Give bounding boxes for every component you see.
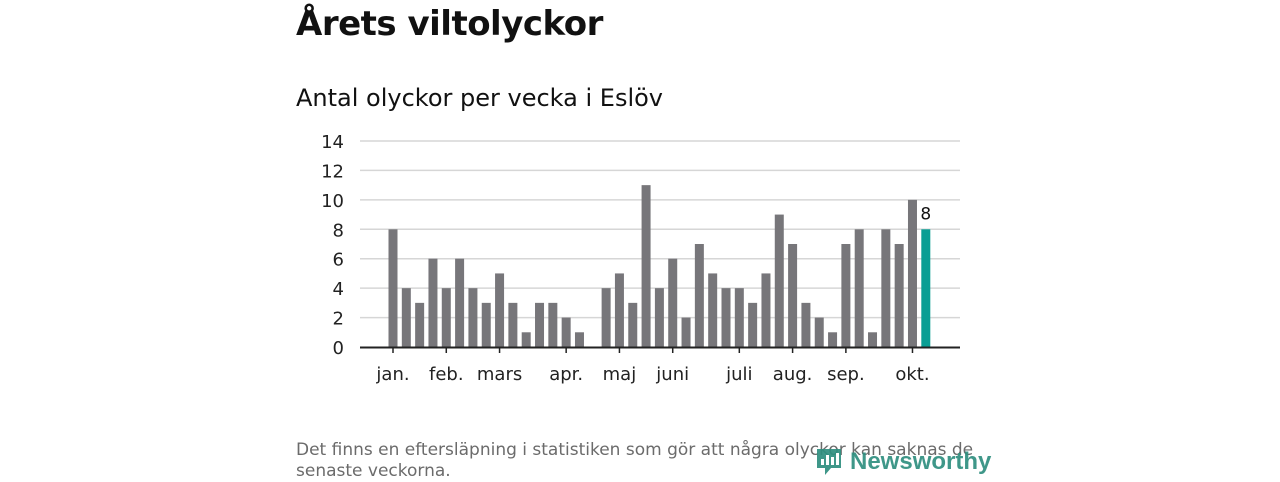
bar xyxy=(574,332,584,347)
bar xyxy=(907,199,917,347)
newsworthy-logo-text: Newsworthy xyxy=(850,448,992,475)
bar xyxy=(601,288,611,347)
y-tick-label: 12 xyxy=(321,161,344,182)
bar xyxy=(814,317,824,347)
chart-subtitle: Antal olyckor per vecka i Eslöv xyxy=(296,84,664,112)
y-tick-label: 2 xyxy=(333,309,344,330)
bar xyxy=(628,302,638,347)
x-tick-label: okt. xyxy=(895,364,929,385)
bar xyxy=(708,273,718,347)
bar xyxy=(548,302,558,347)
footnote: Det finns en eftersläpning i statistiken… xyxy=(296,440,974,481)
y-tick-label: 6 xyxy=(333,250,344,271)
x-tick-label: maj xyxy=(603,364,637,385)
bar xyxy=(401,288,411,347)
y-axis-ticks: 0 2 4 6 8 10 12 14 xyxy=(321,132,344,359)
bar xyxy=(561,317,571,347)
bar xyxy=(641,185,651,347)
bar xyxy=(521,332,531,347)
x-tick-label: apr. xyxy=(549,364,583,385)
y-tick-label: 10 xyxy=(321,191,344,212)
x-tick-label: aug. xyxy=(773,364,813,385)
chart-title: Årets viltolyckor xyxy=(296,4,603,44)
bar xyxy=(774,214,784,347)
bar xyxy=(535,302,545,347)
x-tick-label: juli xyxy=(725,364,752,385)
bar xyxy=(881,229,891,347)
bar xyxy=(748,302,758,347)
x-tick-label: sep. xyxy=(827,364,865,385)
bar xyxy=(868,332,878,347)
bar xyxy=(801,302,811,347)
bar xyxy=(388,229,398,347)
y-tick-label: 8 xyxy=(333,220,344,241)
y-tick-label: 0 xyxy=(333,338,344,359)
data-labels: 8 xyxy=(920,204,931,224)
newsworthy-logo-icon xyxy=(817,449,841,475)
y-tick-label: 4 xyxy=(333,279,344,300)
bar xyxy=(734,288,744,347)
bar xyxy=(508,302,518,347)
x-tick-label: feb. xyxy=(429,364,464,385)
x-tick-label: jan. xyxy=(375,364,409,385)
bar xyxy=(654,288,664,347)
bar xyxy=(721,288,731,347)
bar xyxy=(428,258,438,347)
bar xyxy=(788,244,798,347)
bar xyxy=(681,317,691,347)
bar xyxy=(694,244,704,347)
bar xyxy=(481,302,491,347)
bar-latest-week xyxy=(921,229,931,347)
bar xyxy=(468,288,478,347)
y-tick-label: 14 xyxy=(321,132,344,153)
x-tick-label: juni xyxy=(655,364,689,385)
bars xyxy=(388,185,931,347)
x-tick-label: mars xyxy=(477,364,522,385)
last-value-label: 8 xyxy=(920,204,931,224)
bar xyxy=(761,273,771,347)
bar xyxy=(854,229,864,347)
bar xyxy=(614,273,624,347)
x-axis-month-labels: jan. feb. mars apr. maj juni juli aug. sep. okt. xyxy=(375,347,930,385)
bar xyxy=(455,258,465,347)
bar xyxy=(894,244,904,347)
bar xyxy=(668,258,678,347)
bar-chart: 0 2 4 6 8 10 12 14 jan. feb. mars apr. maj juni juli a… xyxy=(321,132,960,385)
bar xyxy=(828,332,838,347)
bar xyxy=(441,288,451,347)
newsworthy-logo: Newsworthy xyxy=(814,446,991,478)
bar xyxy=(841,244,851,347)
bar xyxy=(415,302,425,347)
bar xyxy=(495,273,505,347)
